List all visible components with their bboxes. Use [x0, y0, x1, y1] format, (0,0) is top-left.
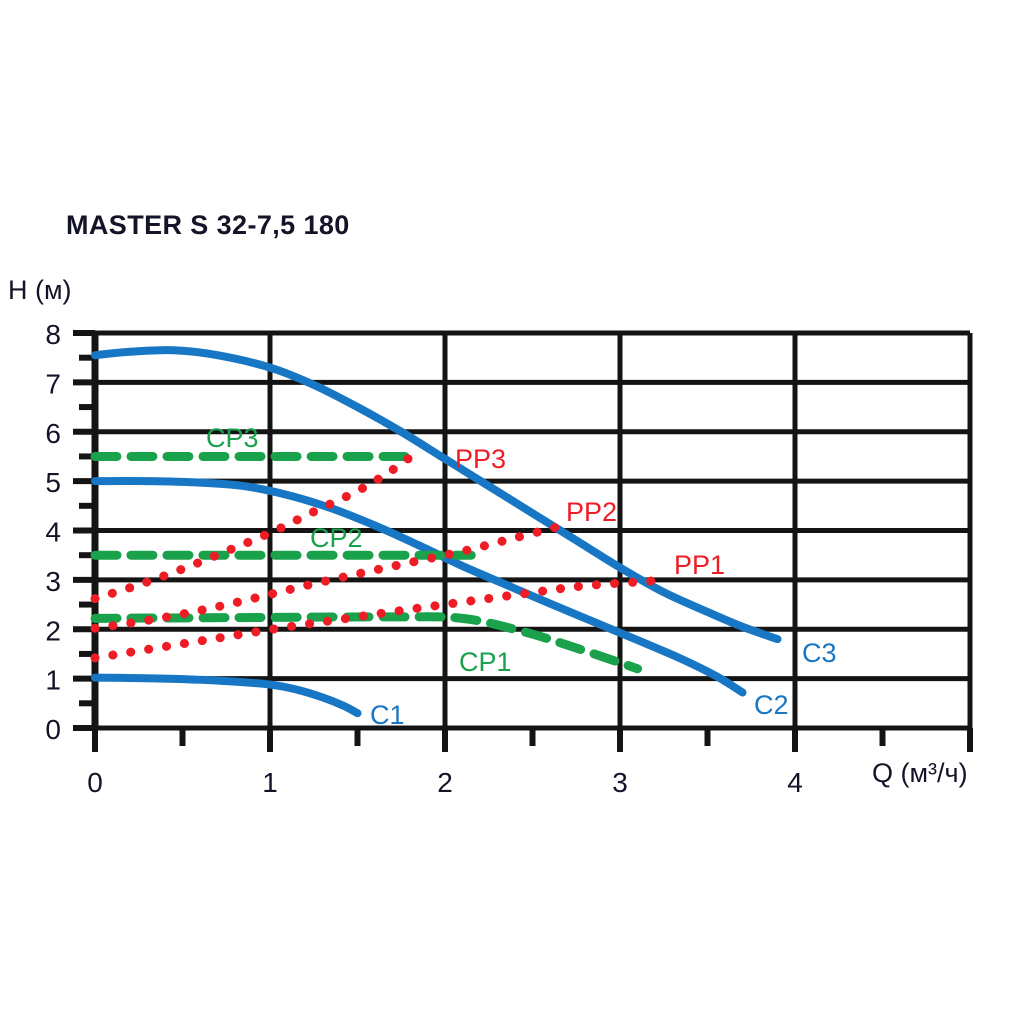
curve-c1 — [91, 673, 362, 718]
curve-label-pp1: PP1 — [674, 550, 725, 580]
axis-major-ticks — [73, 330, 973, 752]
x-tick-label: 0 — [87, 767, 103, 798]
curve-c3 — [91, 346, 782, 644]
y-tick-label: 3 — [45, 566, 61, 597]
y-tick-label: 8 — [45, 319, 61, 350]
curve-label-cp2: CP2 — [310, 523, 363, 553]
tick-labels: 0 1 2 3 4 5 6 7 8 0 1 2 3 4 — [45, 319, 802, 798]
curve-pp3 — [90, 452, 415, 604]
y-tick-label: 5 — [45, 467, 61, 498]
x-tick-label: 2 — [437, 767, 453, 798]
x-tick-label: 3 — [612, 767, 628, 798]
y-tick-label: 1 — [45, 665, 61, 696]
curve-label-cp3: CP3 — [206, 423, 259, 453]
curve-pp1 — [90, 576, 660, 663]
y-tick-label: 2 — [45, 615, 61, 646]
curve-label-pp3: PP3 — [455, 444, 506, 474]
curve-cp1 — [90, 612, 642, 674]
y-tick-label: 6 — [45, 418, 61, 449]
curve-label-cp1: CP1 — [459, 647, 512, 677]
y-tick-label: 4 — [45, 517, 61, 548]
curve-labels: CP3 CP2 CP1 PP3 PP2 PP1 C3 C2 C1 — [206, 423, 837, 730]
curve-label-c1: C1 — [370, 700, 405, 730]
x-axis-title: Q (м³/ч) — [872, 758, 968, 788]
curve-label-c2: C2 — [754, 690, 789, 720]
y-axis-title: H (м) — [8, 275, 72, 305]
axis-minor-ticks — [79, 354, 886, 746]
curve-label-pp2: PP2 — [566, 497, 617, 527]
y-tick-label: 0 — [45, 714, 61, 745]
x-tick-label: 4 — [787, 767, 803, 798]
curve-label-c3: C3 — [802, 638, 837, 668]
page-title: MASTER S 32-7,5 180 — [66, 210, 350, 240]
x-tick-label: 1 — [262, 767, 278, 798]
grid-lines — [91, 330, 973, 731]
curves-layer — [90, 346, 782, 718]
y-tick-label: 7 — [45, 368, 61, 399]
